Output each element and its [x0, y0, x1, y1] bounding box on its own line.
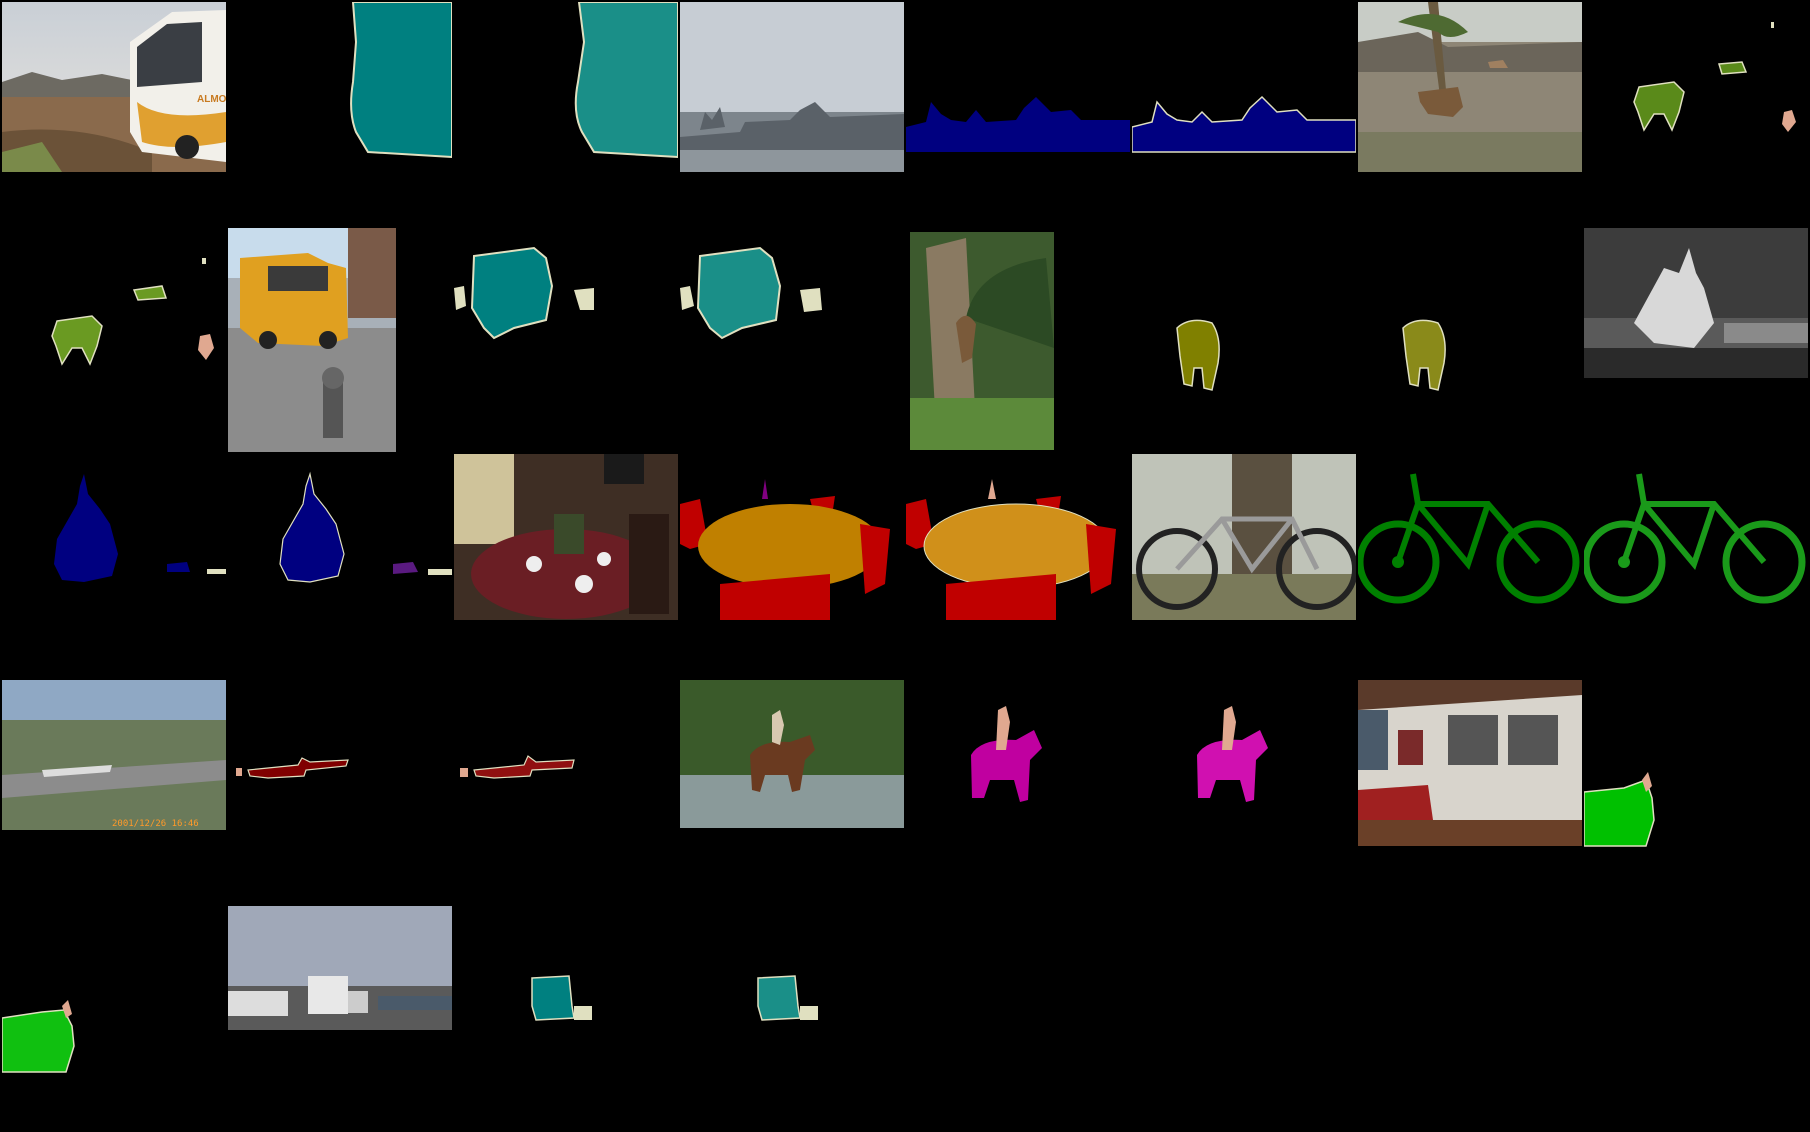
mask-school-bus-ground-truth [454, 228, 678, 452]
mask-boat-yacht-prediction [228, 454, 452, 678]
mask-boat-prediction [1132, 2, 1356, 226]
mask-sofa-prediction [2, 906, 226, 1130]
mask-aeroplane-prediction [454, 680, 678, 904]
mask-boat-yacht-ground-truth [2, 454, 226, 678]
mask-cow-prediction [2, 228, 226, 452]
photo-horse-rider-stream [680, 680, 904, 904]
mask-cow-ground-truth [1584, 2, 1808, 226]
mask-sofa-ground-truth [1584, 680, 1808, 904]
mask-bicycle-ground-truth [1358, 454, 1582, 678]
mask-horse-ground-truth [906, 680, 1130, 904]
mask-aeroplane-ground-truth [228, 680, 452, 904]
mask-bus-prediction [454, 2, 678, 226]
photo-owl-tree [906, 228, 1130, 452]
mask-horse-prediction [1132, 680, 1356, 904]
photo-truck-highway [228, 906, 452, 1130]
mask-dining-table-ground-truth [680, 454, 904, 678]
mask-bird-prediction [1358, 228, 1582, 452]
photo-yacht-grayscale [1584, 228, 1808, 452]
mask-dining-table-prediction [906, 454, 1130, 678]
mask-school-bus-prediction [680, 228, 904, 452]
photo-bus-road: ALMOL [2, 2, 226, 226]
bus-side-text: ALMOL [197, 94, 226, 105]
photo-warships [680, 2, 904, 226]
photo-school-bus [228, 228, 452, 452]
photo-airport-runway: 2001/12/26 16:46 [2, 680, 226, 904]
mask-truck-bus-ground-truth [454, 906, 678, 1130]
photo-bicycle-tree [1132, 454, 1356, 678]
mask-bus-ground-truth [228, 2, 452, 226]
mask-bicycle-prediction [1584, 454, 1808, 678]
photo-dining-table [454, 454, 678, 678]
photo-cows-garbage [1358, 2, 1582, 226]
mask-boat-ground-truth [906, 2, 1130, 226]
mask-bird-ground-truth [1132, 228, 1356, 452]
photo-living-room [1358, 680, 1582, 904]
mask-truck-bus-prediction [680, 906, 904, 1130]
airport-timestamp: 2001/12/26 16:46 [112, 819, 199, 829]
